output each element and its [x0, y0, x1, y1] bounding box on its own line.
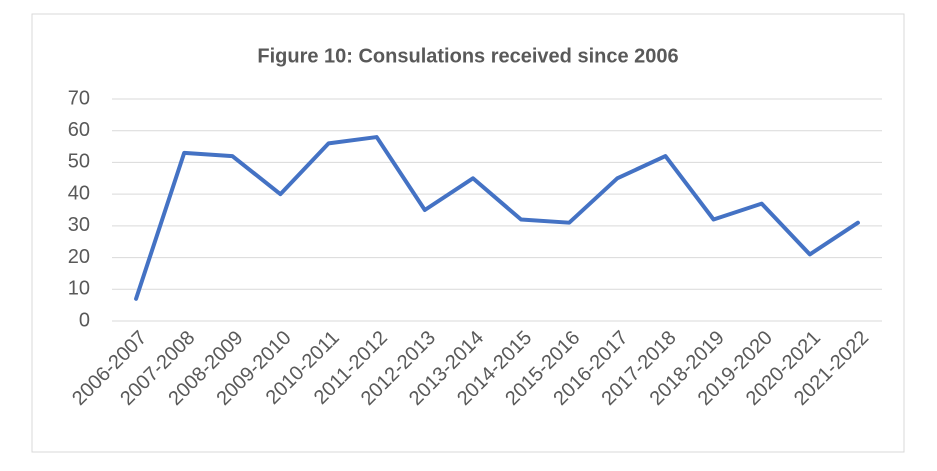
- y-tick-label: 0: [79, 309, 90, 331]
- y-tick-label: 30: [68, 214, 90, 236]
- y-tick-label: 50: [68, 151, 90, 173]
- chart-border: [31, 13, 905, 453]
- y-tick-label: 40: [68, 182, 90, 204]
- data-line: [134, 135, 860, 301]
- y-tick-label: 70: [68, 87, 90, 109]
- y-tick-label: 20: [68, 246, 90, 268]
- chart-title: Figure 10: Consulations received since 2…: [257, 45, 678, 67]
- y-tick-label: 10: [68, 278, 90, 300]
- y-tick-label: 60: [68, 119, 90, 141]
